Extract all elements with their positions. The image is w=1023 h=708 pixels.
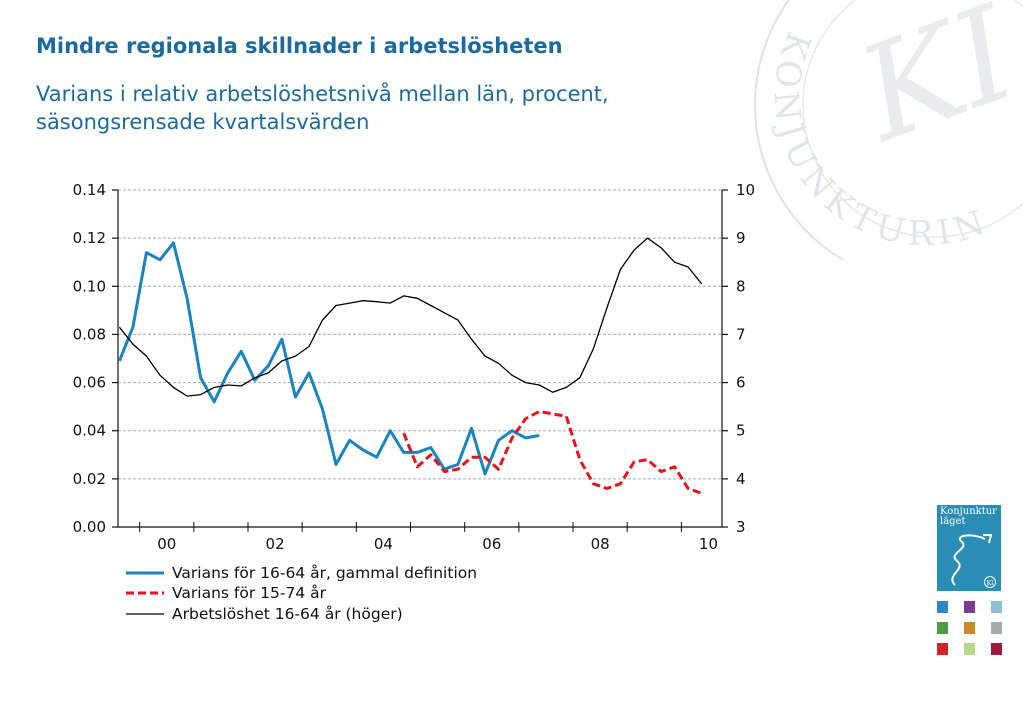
legend-label-15-74: Varians för 15-74 år bbox=[172, 584, 327, 602]
legend-item-unemployment: Arbetslöshet 16-64 år (höger) bbox=[126, 605, 403, 623]
series-line-old-definition bbox=[118, 241, 540, 476]
x-axis-tick-label: 00 bbox=[157, 535, 176, 553]
cover-thumbnail bbox=[991, 643, 1002, 655]
cover-thumbnail bbox=[991, 601, 1002, 613]
page-title: Mindre regionala skillnader i arbetslösh… bbox=[36, 34, 563, 58]
cover-thumbnail bbox=[991, 622, 1002, 634]
left-axis-tick-label: 0.08 bbox=[73, 325, 106, 343]
left-axis-tick-label: 0.10 bbox=[73, 277, 106, 295]
left-axis-tick-label: 0.12 bbox=[73, 229, 106, 247]
cover-thumbnail bbox=[964, 643, 975, 655]
x-axis-tick-label: 04 bbox=[374, 535, 393, 553]
right-axis-tick-label: 7 bbox=[736, 325, 746, 343]
axes: 0.00 0.02 0.04 0.06 0.08 0.10 0.12 0.14 3 4 5 6 7 8 9 1… bbox=[73, 181, 756, 553]
x-axis-tick-label: 02 bbox=[266, 535, 285, 553]
right-axis-tick-label: 8 bbox=[736, 277, 746, 295]
legend-label-unemployment: Arbetslöshet 16-64 år (höger) bbox=[172, 605, 403, 623]
right-axis-tick-label: 10 bbox=[736, 181, 755, 199]
left-axis-tick-label: 0.14 bbox=[73, 181, 106, 199]
series bbox=[118, 237, 703, 495]
x-axis-tick-label: 10 bbox=[699, 535, 718, 553]
right-axis-tick-label: 5 bbox=[736, 422, 746, 440]
cover-badge: KI bbox=[987, 580, 994, 587]
series-line-15-74 bbox=[402, 410, 703, 495]
cover-thumbnail bbox=[937, 601, 948, 613]
legend-label-old-definition: Varians för 16-64 år, gammal definition bbox=[172, 564, 477, 582]
konjunkturlaget-cover-thumbnail: Konjunktur läget KI bbox=[937, 505, 1001, 591]
left-axis-tick-label: 0.04 bbox=[73, 422, 106, 440]
x-axis-tick-label: 06 bbox=[482, 535, 501, 553]
cover-thumbnail bbox=[937, 643, 948, 655]
legend-item-15-74: Varians för 15-74 år bbox=[126, 584, 327, 602]
institute-seal-watermark: KONJUNKTURINSTITUTET KI bbox=[745, 0, 1023, 260]
cover-thumbnail bbox=[937, 622, 948, 634]
left-axis-tick-label: 0.02 bbox=[73, 470, 106, 488]
x-axis-tick-label: 08 bbox=[591, 535, 610, 553]
cover-thumbnail bbox=[964, 601, 975, 613]
legend: Varians för 16-64 år, gammal definition … bbox=[126, 564, 477, 623]
right-axis-tick-label: 3 bbox=[736, 518, 746, 536]
cover-thumbnail bbox=[964, 622, 975, 634]
left-axis-tick-label: 0.06 bbox=[73, 374, 106, 392]
right-axis-tick-label: 6 bbox=[736, 374, 746, 392]
left-axis-tick-label: 0.00 bbox=[73, 518, 106, 536]
chart-subtitle: Varians i relativ arbetslöshetsnivå mell… bbox=[36, 82, 609, 134]
cover-graphic: KI bbox=[951, 534, 996, 588]
gridlines bbox=[118, 189, 722, 480]
cover-title: Konjunktur läget bbox=[940, 506, 997, 527]
right-axis-tick-label: 4 bbox=[736, 470, 746, 488]
series-line-unemployment bbox=[118, 237, 703, 397]
right-axis-tick-label: 9 bbox=[736, 229, 746, 247]
legend-item-old-definition: Varians för 16-64 år, gammal definition bbox=[126, 564, 477, 582]
